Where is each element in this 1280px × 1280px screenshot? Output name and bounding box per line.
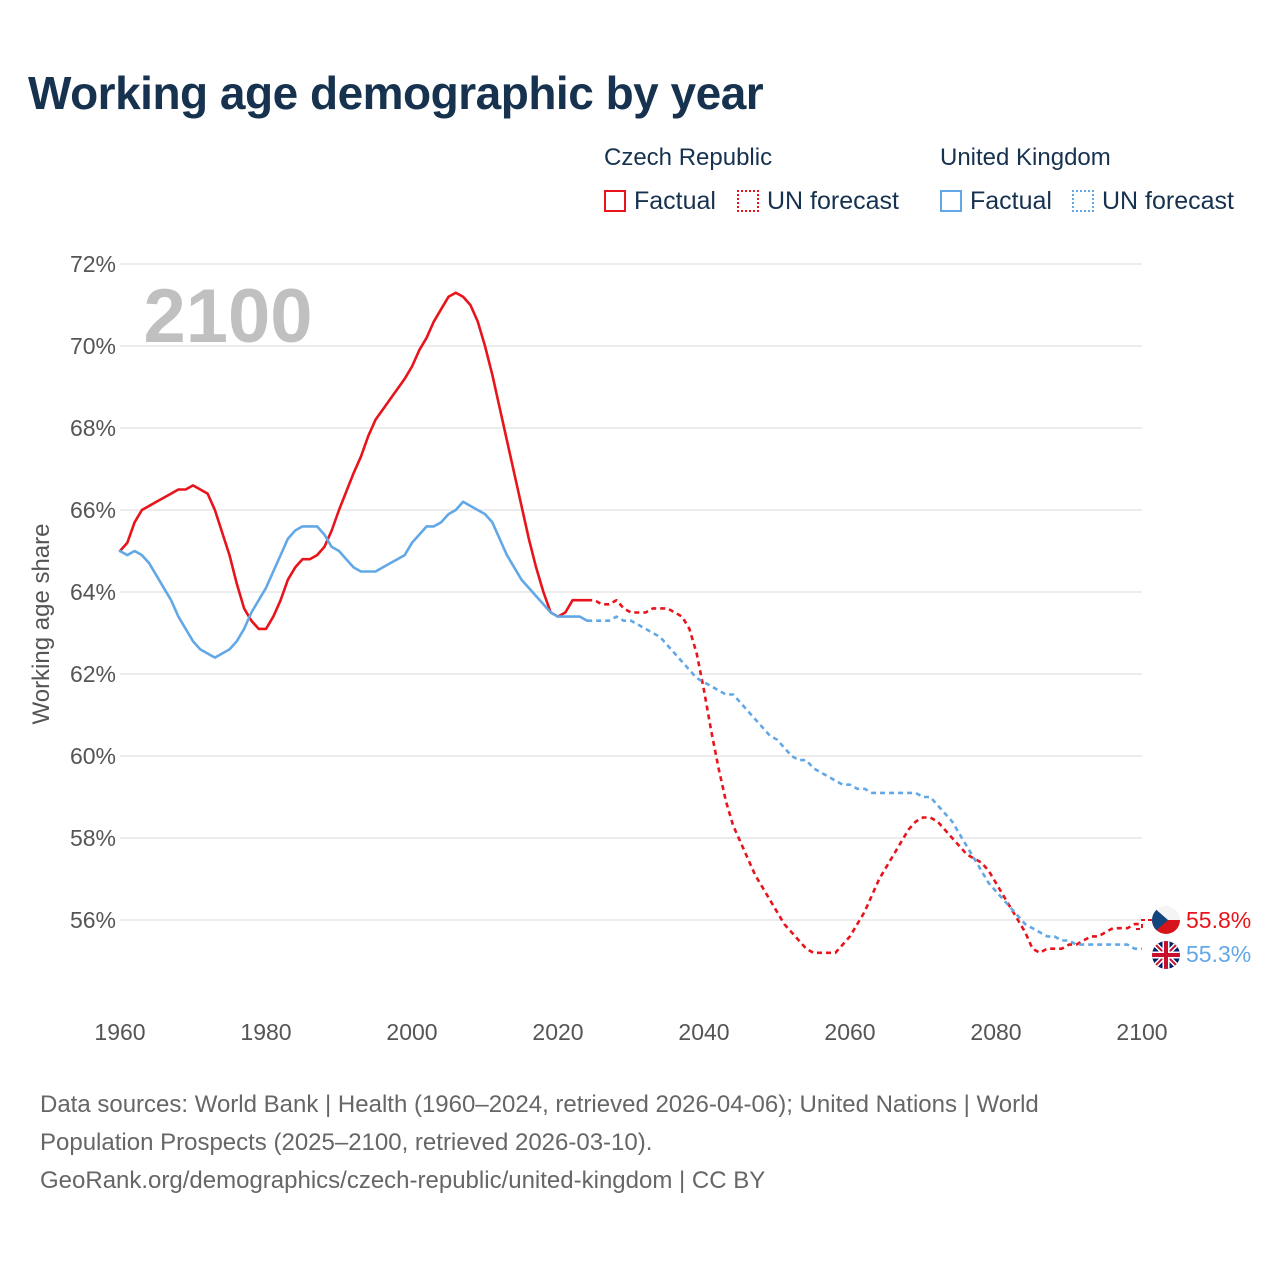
czech-flag-icon: [1152, 906, 1180, 934]
chart-title: Working age demographic by year: [28, 67, 764, 119]
legend-czech-factual[interactable]: Factual: [604, 186, 716, 216]
sources-line-2: Population Prospects (2025–2100, retriev…: [40, 1129, 653, 1156]
legend-label-uk-forecast: UN forecast: [1102, 186, 1234, 215]
y-tick-label: 68%: [70, 415, 116, 441]
legend-group-czech-republic: Czech Republic: [604, 144, 773, 171]
year-watermark: 2100: [143, 274, 312, 359]
uk-end-label: 55.3%: [1186, 941, 1251, 967]
y-tick-label: 64%: [70, 579, 116, 605]
uk-flag-icon: [1152, 941, 1180, 969]
sources-line-3[interactable]: GeoRank.org/demographics/czech-republic/…: [40, 1167, 766, 1194]
x-tick-label: 2000: [386, 1019, 437, 1045]
x-tick-label: 1960: [94, 1019, 145, 1045]
line-chart: 2100 56% 58% 60% 62% 64% 66% 68% 70% 72% 1960 198…: [70, 251, 1251, 1045]
legend-label-uk-factual: Factual: [970, 186, 1052, 215]
uk-factual-line: [118, 500, 589, 659]
x-axis-ticks: 1960 1980 2000 2020 2040 2060 2080 2100: [94, 1019, 1167, 1045]
x-tick-label: 2020: [532, 1019, 583, 1045]
y-tick-label: 60%: [70, 743, 116, 769]
y-tick-label: 56%: [70, 907, 116, 933]
x-tick-label: 2060: [824, 1019, 875, 1045]
legend-label-czech-factual: Factual: [634, 186, 716, 215]
x-tick-label: 1980: [240, 1019, 291, 1045]
czech-forecast-line: [587, 598, 1142, 955]
legend-swatch-czech-factual: [604, 190, 626, 212]
y-tick-label: 66%: [70, 497, 116, 523]
legend-czech-forecast[interactable]: UN forecast: [737, 186, 899, 216]
legend-uk-factual[interactable]: Factual: [940, 186, 1052, 216]
grid-lines: [120, 263, 1142, 921]
y-tick-label: 72%: [70, 251, 116, 277]
legend-swatch-uk-factual: [940, 190, 962, 212]
czech-end-label: 55.8%: [1186, 907, 1251, 933]
y-tick-label: 62%: [70, 661, 116, 687]
y-tick-label: 58%: [70, 825, 116, 851]
y-axis-ticks: 56% 58% 60% 62% 64% 66% 68% 70% 72%: [70, 251, 116, 933]
legend-label-czech-forecast: UN forecast: [767, 186, 899, 215]
data-sources: Data sources: World Bank | Health (1960–…: [40, 1086, 1200, 1200]
legend-group-united-kingdom: United Kingdom: [940, 144, 1111, 171]
series-lines: [118, 291, 1142, 955]
legend-swatch-czech-forecast: [737, 190, 759, 212]
legend-uk-forecast[interactable]: UN forecast: [1072, 186, 1234, 216]
czech-end-connector: [1136, 919, 1154, 930]
uk-forecast-line: [587, 615, 1142, 950]
legend-swatch-uk-forecast: [1072, 190, 1094, 212]
x-tick-label: 2040: [678, 1019, 729, 1045]
y-tick-label: 70%: [70, 333, 116, 359]
x-tick-label: 2080: [970, 1019, 1021, 1045]
x-tick-label: 2100: [1116, 1019, 1167, 1045]
sources-line-1: Data sources: World Bank | Health (1960–…: [40, 1091, 1039, 1118]
czech-factual-line: [118, 291, 589, 631]
